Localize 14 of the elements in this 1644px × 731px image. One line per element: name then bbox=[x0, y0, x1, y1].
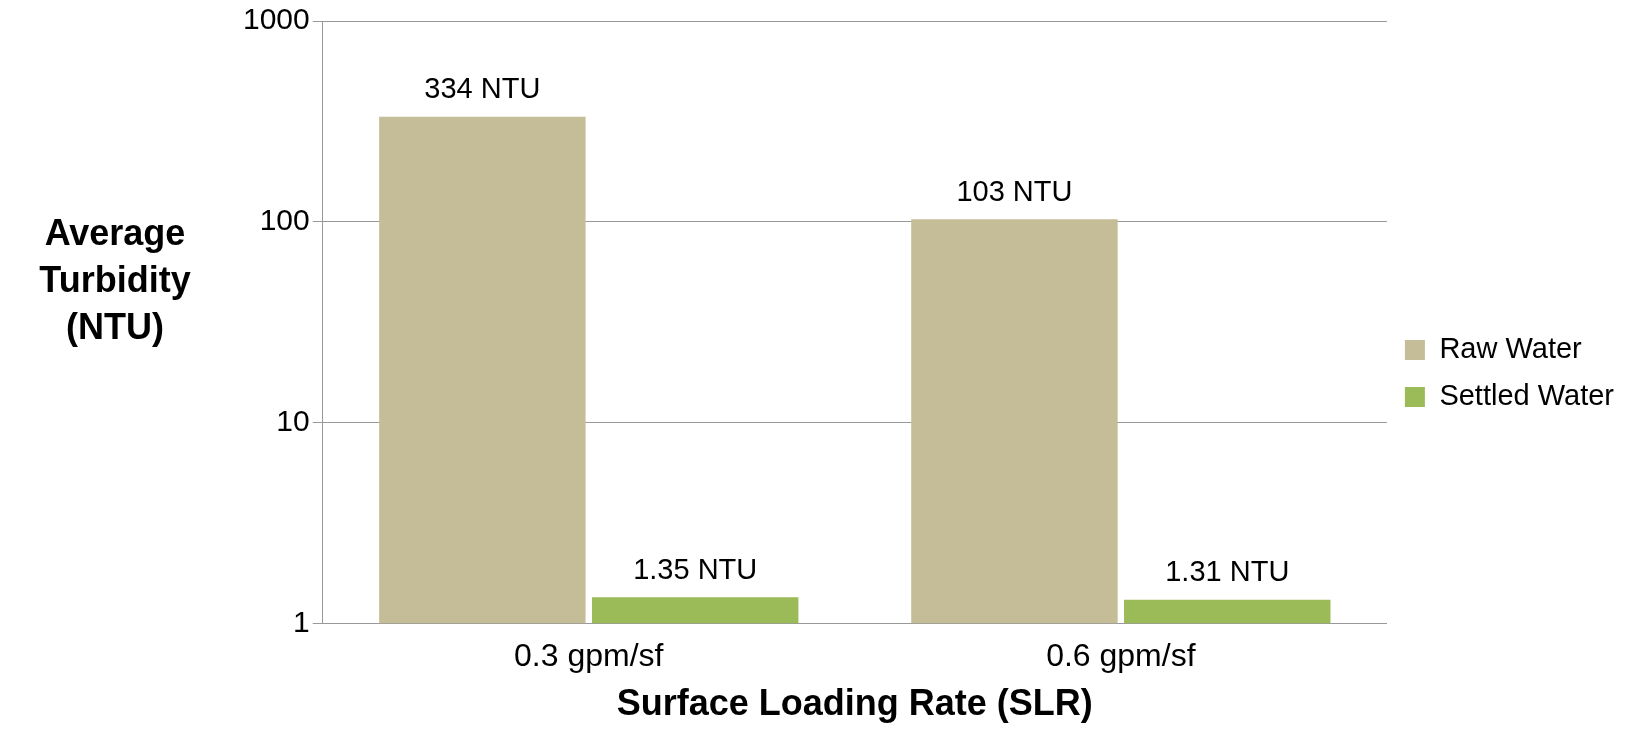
x-tick-label: 0.3 gpm/sf bbox=[514, 637, 664, 674]
legend-label: Settled Water bbox=[1439, 379, 1615, 411]
data-label: 1.31 NTU bbox=[1165, 555, 1290, 588]
x-tick-label: 0.6 gpm/sf bbox=[1046, 637, 1196, 674]
data-label: 334 NTU bbox=[424, 72, 541, 105]
y-tick-label: 1000 bbox=[242, 2, 310, 36]
y-axis-title: Average Turbidity (NTU) bbox=[38, 211, 192, 349]
y-tick-label: 1 bbox=[293, 604, 310, 638]
y-tick-label: 10 bbox=[276, 403, 310, 437]
data-label: 103 NTU bbox=[956, 174, 1073, 207]
y-tick-label: 100 bbox=[259, 203, 310, 237]
x-axis-title: Surface Loading Rate (SLR) bbox=[616, 682, 1093, 724]
legend-label: Raw Water bbox=[1439, 332, 1583, 364]
data-label: 1.35 NTU bbox=[633, 552, 758, 585]
